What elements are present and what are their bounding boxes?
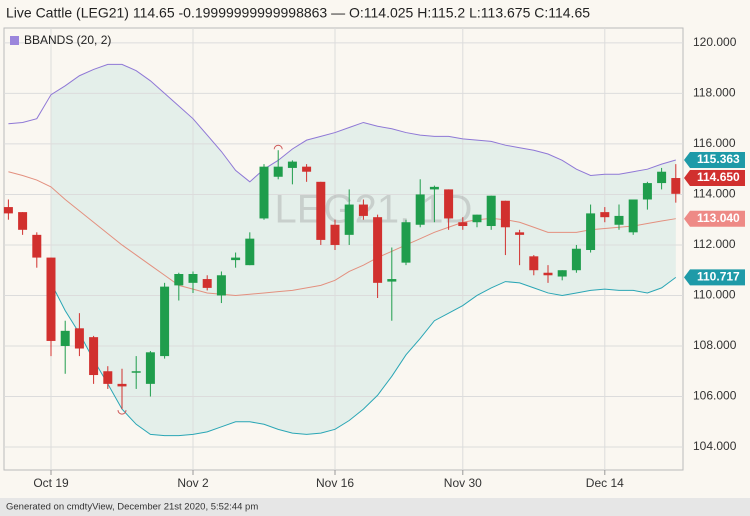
last-value-box [684,210,745,227]
candle-body [358,204,368,216]
footer-bar [0,498,750,516]
last-value-label: 115.363 [697,152,740,166]
candle-body [46,257,56,341]
candle-body [557,270,567,277]
y-tick-label: 118.000 [693,86,736,100]
candle-body [330,224,340,245]
candle-body [160,286,170,357]
candle-body [89,337,99,376]
candle-body [600,212,610,218]
candle-body [671,178,681,194]
candle-body [273,166,283,177]
candle-body [642,183,652,200]
candle-body [586,213,596,251]
candle-body [103,371,113,384]
candle-body [145,352,155,384]
candle-body [316,181,326,240]
x-tick-label: Dec 14 [586,476,624,490]
candle-body [259,166,269,219]
candle-body [74,328,84,349]
candle-body [529,256,539,271]
last-value-box [684,170,745,187]
candle-body [131,371,141,373]
x-tick-label: Nov 30 [444,476,482,490]
legend-swatch [10,36,19,45]
candle-body [245,238,255,266]
low-marker [117,410,127,415]
candle-body [18,212,28,230]
last-value-label: 110.717 [697,270,740,284]
candle-body [614,215,624,225]
band-upper [8,63,676,183]
y-tick-label: 120.000 [693,35,737,49]
candle-body [543,272,553,276]
candle-body [387,279,397,282]
candle-body [415,194,425,225]
candle-body [472,214,482,223]
candle-body [287,161,297,168]
footer: Generated on cmdtyView, December 21st 20… [6,502,258,513]
last-value-box [684,152,745,169]
high-marker [273,144,283,150]
band-fill [51,64,676,436]
x-tick-label: Nov 2 [177,476,209,490]
candle-body [571,248,581,271]
candle-body [657,171,667,184]
candle-body [515,232,525,235]
candle-body [216,275,226,296]
candle-body [202,279,212,288]
candle-body [458,222,468,227]
y-tick-label: 116.000 [693,136,736,150]
candle-body [401,222,411,263]
band-lower [50,276,677,437]
candle-body [429,186,439,190]
candle-body [628,199,638,233]
candle-body [117,383,127,387]
chart-title: Live Cattle (LEG21) 114.65 -0.1999999999… [6,5,590,21]
y-tick-label: 106.000 [693,389,737,403]
last-value-label: 113.040 [697,211,740,225]
last-value-box [684,269,745,286]
y-tick-label: 108.000 [693,338,737,352]
y-tick-label: 114.000 [693,187,736,201]
candle-body [486,195,496,227]
candle-body [32,234,42,258]
candle-body [500,200,510,228]
candle-body [302,166,312,172]
y-tick-label: 104.000 [693,439,737,453]
candle-body [3,207,13,214]
candle-body [60,330,70,346]
candle-body [373,217,383,283]
candle-body [174,274,184,286]
x-tick-label: Oct 19 [33,476,69,490]
y-tick-label: 112.000 [693,237,736,251]
candle-body [444,189,454,219]
candle-body [344,204,354,235]
last-value-label: 114.650 [697,170,740,184]
band-middle [8,171,676,296]
candle-body [188,274,198,283]
y-tick-label: 110.000 [693,288,736,302]
candle-body [231,257,241,261]
x-tick-label: Nov 16 [316,476,354,490]
legend-label: BBANDS (20, 2) [24,33,111,47]
